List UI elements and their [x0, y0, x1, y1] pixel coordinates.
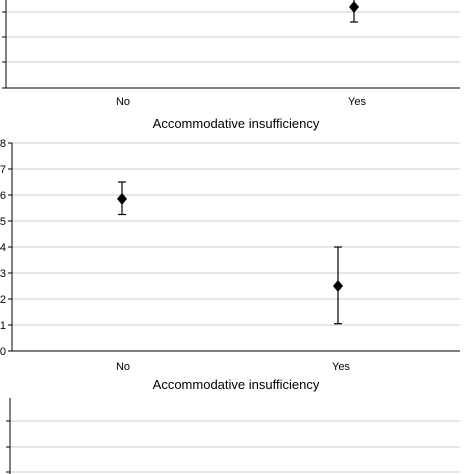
mid-y-tick-label: 5	[0, 216, 6, 228]
top-x-axis-title: Accommodative insufficiency	[153, 116, 320, 131]
mid-data-point	[333, 280, 343, 292]
mid-data-point	[117, 192, 127, 205]
mid-y-tick-label: 6	[0, 190, 6, 202]
top-category-label-no: No	[116, 96, 130, 108]
mid-y-tick-label: 2	[0, 294, 6, 306]
mid-category-label-yes: Yes	[332, 361, 350, 373]
mid-y-tick-label: 3	[0, 268, 6, 280]
mid-category-label-no: No	[116, 361, 130, 373]
mid-y-tick-label: 8	[0, 138, 6, 150]
top-panel: No Yes Accommodative insufficiency	[2, 0, 460, 131]
mid-x-axis-title: Accommodative insufficiency	[153, 377, 320, 392]
top-marker-yes	[349, 1, 359, 13]
bottom-panel	[6, 398, 460, 474]
middle-panel: 0 1 2 3 4 5 6 7 8	[0, 138, 460, 358]
mid-y-tick-label: 0	[0, 346, 6, 358]
mid-y-tick-label: 4	[0, 242, 6, 254]
mid-y-tick-label: 1	[0, 320, 6, 332]
mid-y-tick-label: 7	[0, 164, 6, 176]
top-category-label-yes: Yes	[348, 96, 366, 108]
